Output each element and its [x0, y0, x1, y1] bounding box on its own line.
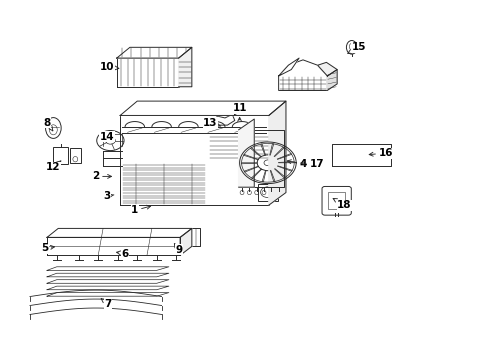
Polygon shape [268, 101, 285, 205]
Bar [70, 148, 81, 163]
Text: 16: 16 [368, 148, 392, 158]
Text: 17: 17 [300, 159, 324, 169]
Text: 2: 2 [92, 171, 111, 181]
Polygon shape [327, 69, 336, 90]
Text: 6: 6 [116, 248, 128, 258]
Text: 18: 18 [332, 198, 351, 210]
Polygon shape [178, 47, 191, 87]
Polygon shape [117, 47, 191, 58]
Polygon shape [47, 237, 180, 255]
Bar [53, 147, 68, 164]
Polygon shape [278, 58, 299, 76]
Polygon shape [317, 62, 336, 76]
Text: 1: 1 [131, 205, 150, 216]
Polygon shape [238, 119, 254, 187]
Text: 9: 9 [174, 244, 182, 255]
Polygon shape [47, 280, 168, 283]
Text: 3: 3 [103, 191, 114, 201]
Polygon shape [47, 273, 168, 277]
Bar [258, 184, 277, 201]
Text: 7: 7 [101, 299, 111, 309]
Polygon shape [120, 101, 285, 116]
Text: 5: 5 [41, 243, 54, 253]
Text: 11: 11 [232, 103, 246, 115]
Polygon shape [47, 293, 168, 296]
Bar [328, 192, 344, 210]
Text: 10: 10 [100, 62, 119, 72]
Text: 4: 4 [286, 159, 306, 169]
Polygon shape [180, 228, 191, 255]
Text: 15: 15 [347, 42, 366, 53]
Polygon shape [47, 286, 168, 290]
Text: 14: 14 [100, 132, 114, 142]
Polygon shape [47, 228, 191, 237]
Polygon shape [47, 267, 168, 270]
Text: 12: 12 [46, 161, 61, 172]
Text: 13: 13 [203, 118, 221, 128]
Text: 8: 8 [43, 118, 53, 131]
